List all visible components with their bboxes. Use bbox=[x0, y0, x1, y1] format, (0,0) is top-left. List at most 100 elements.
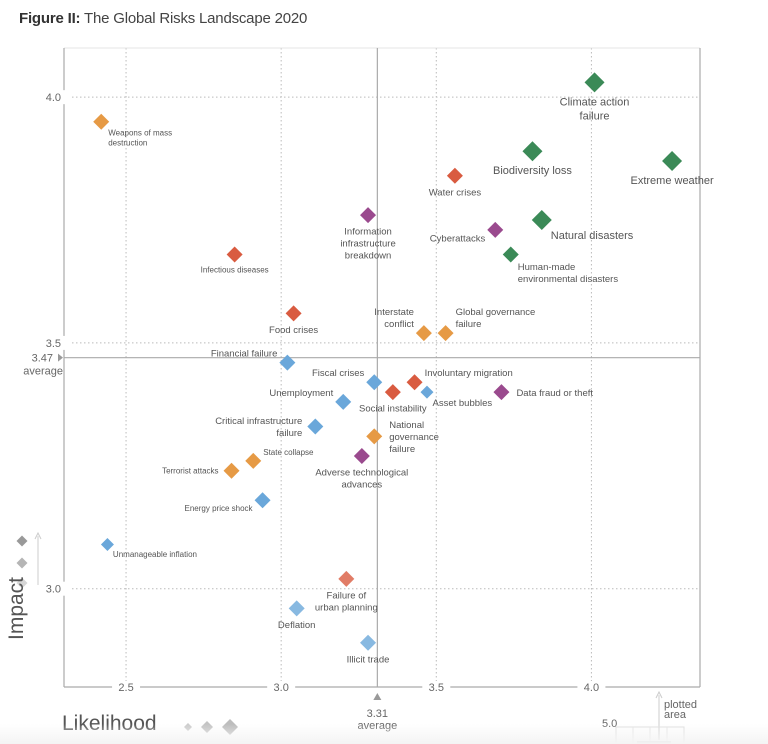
impact-legend-diamond-icon bbox=[16, 577, 28, 589]
diamond-marker-icon bbox=[487, 221, 504, 238]
y-average-label: average bbox=[23, 366, 63, 378]
data-point: Extreme weather bbox=[630, 151, 714, 187]
point-label: National bbox=[389, 420, 424, 431]
point-label: failure bbox=[276, 428, 302, 439]
diamond-marker-icon bbox=[366, 428, 383, 445]
point-label: failure bbox=[456, 319, 482, 330]
diamond-marker-icon bbox=[522, 141, 543, 162]
point-label: Adverse technological bbox=[315, 467, 408, 478]
diamond-marker-icon bbox=[531, 210, 552, 231]
point-label: Critical infrastructure bbox=[215, 416, 302, 427]
data-point: Energy price shock bbox=[185, 492, 271, 513]
diamond-marker-icon bbox=[415, 325, 432, 342]
point-label: Illicit trade bbox=[347, 654, 390, 665]
data-point: Financial failure bbox=[211, 349, 296, 371]
inset-label: area bbox=[664, 709, 687, 721]
x-average-label: average bbox=[357, 720, 397, 732]
point-label: State collapse bbox=[263, 448, 314, 457]
point-label: Financial failure bbox=[211, 349, 278, 360]
data-point: Infectious diseases bbox=[201, 246, 269, 274]
data-point: Fiscal crises bbox=[312, 368, 383, 391]
diamond-marker-icon bbox=[437, 325, 454, 342]
point-label: breakdown bbox=[345, 251, 391, 262]
data-point: Biodiversity loss bbox=[493, 141, 572, 177]
y-tick-label: 4.0 bbox=[46, 92, 61, 104]
point-label: Human-made bbox=[518, 262, 576, 273]
arrow-up-icon bbox=[655, 690, 663, 699]
size-legend bbox=[16, 531, 238, 735]
data-point: Social instability bbox=[359, 384, 427, 415]
impact-legend-diamond-icon bbox=[16, 557, 28, 569]
diamond-marker-icon bbox=[307, 418, 324, 435]
point-label: Cyberattacks bbox=[430, 234, 486, 245]
likelihood-legend-diamond-icon bbox=[222, 719, 238, 735]
data-point: Water crises bbox=[429, 167, 482, 198]
point-label: Failure of bbox=[327, 590, 367, 601]
figure-title: Figure II: The Global Risks Landscape 20… bbox=[19, 10, 307, 27]
diamond-marker-icon bbox=[226, 246, 243, 263]
diamond-marker-icon bbox=[446, 167, 463, 184]
diamond-marker-icon bbox=[360, 634, 377, 651]
data-point: Cyberattacks bbox=[430, 221, 504, 245]
diamond-marker-icon bbox=[335, 393, 352, 410]
data-point: Asset bubbles bbox=[420, 385, 492, 409]
x-axis-title: Likelihood bbox=[62, 712, 157, 735]
point-label: advances bbox=[341, 479, 382, 490]
y-average-marker-icon bbox=[58, 353, 63, 362]
data-point: State collapse bbox=[245, 448, 314, 469]
figure-title-text: The Global Risks Landscape 2020 bbox=[80, 10, 308, 27]
data-point: Climate action failure bbox=[560, 72, 630, 122]
y-tick-label: 3.0 bbox=[46, 584, 61, 596]
point-label: Social instability bbox=[359, 404, 427, 415]
point-label: Extreme weather bbox=[630, 175, 713, 187]
point-label: Water crises bbox=[429, 187, 482, 198]
point-label: governance bbox=[389, 432, 439, 443]
y-average-value: 3.47 bbox=[32, 353, 53, 365]
data-point: Unemployment bbox=[269, 388, 352, 410]
point-label: Climate action bbox=[560, 96, 630, 108]
data-point: Data fraud or theft bbox=[493, 384, 593, 401]
grid bbox=[64, 48, 700, 687]
point-label: Food crises bbox=[269, 325, 318, 336]
point-label: Involuntary migration bbox=[425, 368, 513, 379]
data-point: Involuntary migration bbox=[406, 368, 513, 391]
diamond-marker-icon bbox=[360, 207, 377, 224]
point-label: Natural disasters bbox=[551, 230, 634, 242]
point-label: conflict bbox=[384, 319, 414, 330]
diamond-marker-icon bbox=[384, 384, 401, 401]
y-axis-title: Impact bbox=[5, 576, 28, 640]
point-label: failure bbox=[389, 444, 415, 455]
likelihood-legend-diamond-icon bbox=[201, 721, 213, 733]
diamond-marker-icon bbox=[584, 72, 605, 93]
point-label: Unemployment bbox=[269, 388, 333, 399]
y-tick-bg bbox=[40, 90, 70, 105]
point-label: Global governance bbox=[456, 307, 536, 318]
diamond-marker-icon bbox=[493, 384, 510, 401]
point-label: Interstate bbox=[374, 307, 414, 318]
x-tick-label: 3.0 bbox=[274, 682, 289, 694]
point-label: environmental disasters bbox=[518, 274, 619, 285]
x-average-value: 3.31 bbox=[367, 708, 388, 720]
diamond-marker-icon bbox=[223, 462, 240, 479]
y-tick-bg bbox=[40, 581, 70, 596]
data-point: Food crises bbox=[269, 305, 318, 336]
y-tick-label: 3.5 bbox=[46, 338, 61, 350]
x-average-marker-icon bbox=[373, 693, 382, 700]
point-label: Information bbox=[344, 227, 392, 238]
x-tick-label: 3.5 bbox=[429, 682, 444, 694]
point-label: Terrorist attacks bbox=[162, 467, 218, 476]
diamond-marker-icon bbox=[406, 374, 423, 391]
x-tick-bg bbox=[112, 681, 141, 693]
point-label: infrastructure bbox=[340, 239, 395, 250]
diamond-marker-icon bbox=[288, 600, 305, 617]
diamond-marker-icon bbox=[338, 570, 355, 587]
point-label: Fiscal crises bbox=[312, 368, 365, 379]
